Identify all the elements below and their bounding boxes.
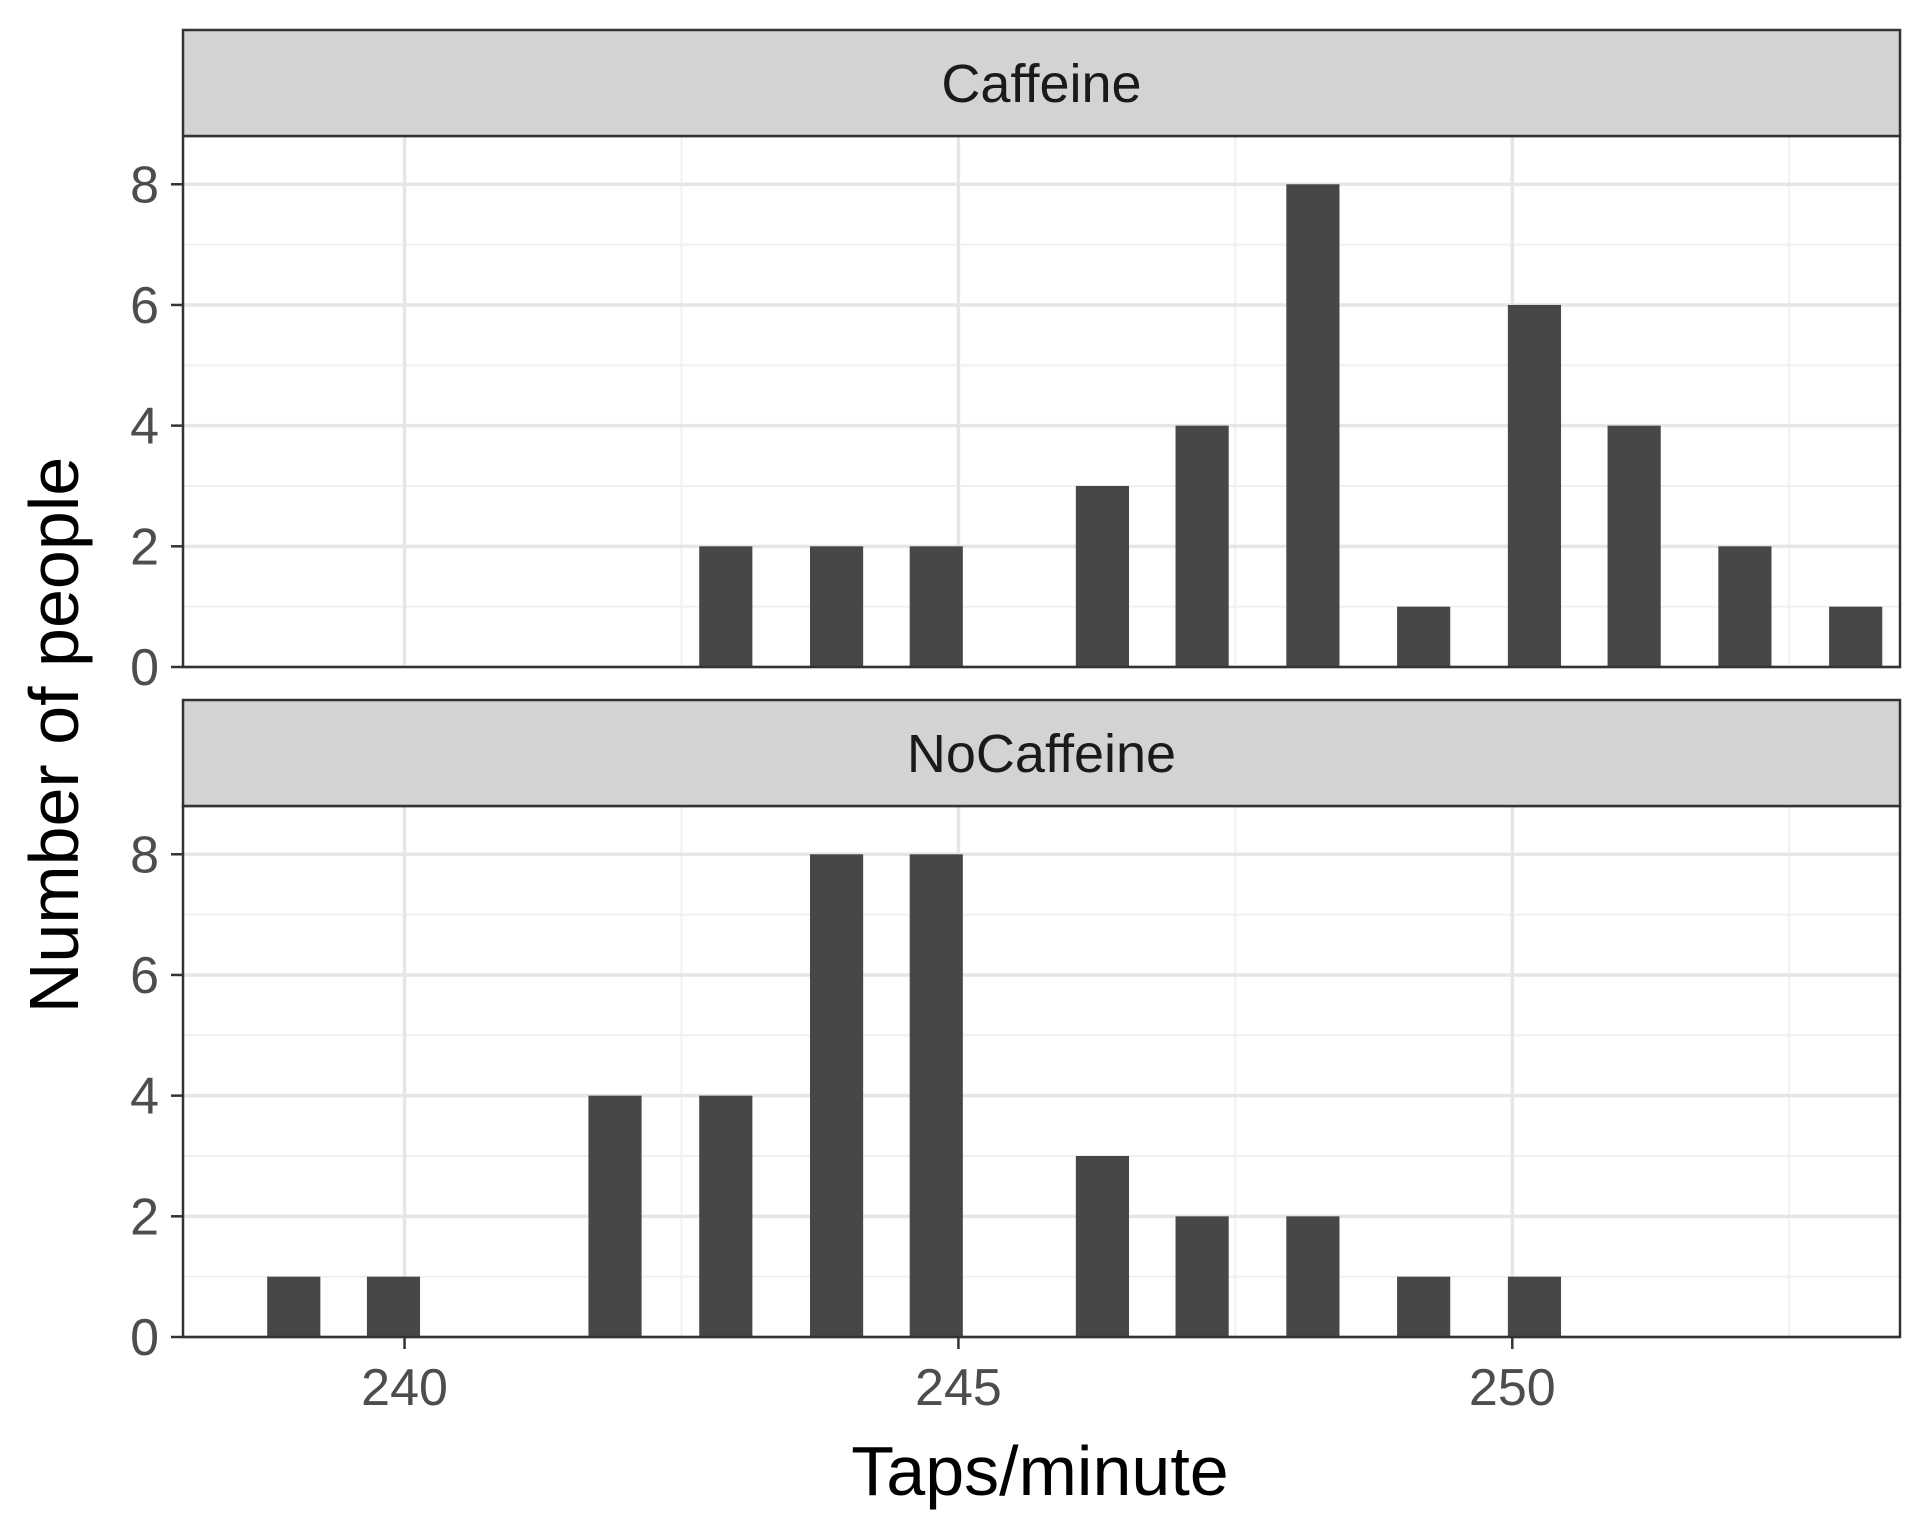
histogram-bar	[1397, 606, 1451, 667]
y-tick-label: 0	[130, 1309, 159, 1367]
facet-strip-label: NoCaffeine	[907, 724, 1176, 784]
facet-strip-label: Caffeine	[941, 54, 1141, 114]
y-tick-label: 6	[130, 947, 159, 1005]
histogram-bar	[909, 546, 963, 667]
histogram-bar	[809, 546, 864, 667]
x-axis: 240 245 250	[361, 1337, 1556, 1417]
histogram-bar	[1607, 425, 1661, 667]
facet-strip	[181, 28, 1902, 138]
y-axis-title: Number of people	[15, 457, 93, 1013]
facet-strip	[181, 698, 1902, 808]
y-tick-label: 8	[130, 826, 159, 884]
histogram-bar	[699, 1095, 753, 1337]
y-tick-label: 2	[130, 518, 159, 576]
y-tick-label: 8	[130, 156, 159, 214]
histogram-bar	[1507, 304, 1562, 667]
x-tick-label: 245	[915, 1359, 1002, 1417]
histogram-bar	[1075, 1155, 1130, 1337]
histogram-bar	[1507, 1276, 1562, 1337]
histogram-bar	[366, 1276, 421, 1337]
y-tick-label: 6	[130, 277, 159, 335]
y-tick-label: 4	[130, 1068, 159, 1126]
x-tick-label: 250	[1469, 1359, 1556, 1417]
histogram-bar	[1286, 1216, 1340, 1337]
histogram-bar	[909, 854, 963, 1337]
histogram-bar	[1397, 1276, 1451, 1337]
histogram-bar	[267, 1276, 321, 1337]
histogram-bar	[1175, 1216, 1229, 1337]
y-tick-label: 4	[130, 398, 159, 456]
x-tick-label: 240	[361, 1359, 448, 1417]
plot-background	[183, 806, 1900, 1337]
histogram-bar	[588, 1095, 642, 1337]
histogram-bar	[1829, 606, 1883, 667]
histogram-bar	[1718, 546, 1772, 667]
histogram-bar	[809, 854, 864, 1337]
facet-panels: Caffeine 0 2 4 6 8 NoCaffeine 0 2 4 6 8	[130, 28, 1902, 1367]
y-tick-label: 2	[130, 1188, 159, 1246]
x-axis-title: Taps/minute	[851, 1432, 1228, 1510]
histogram-bar	[699, 546, 753, 667]
histogram-bar	[1286, 184, 1340, 668]
histogram-bar	[1175, 425, 1229, 667]
facet-panel: Caffeine 0 2 4 6 8	[130, 28, 1902, 697]
y-tick-label: 0	[130, 639, 159, 697]
facet-panel: NoCaffeine 0 2 4 6 8	[130, 698, 1902, 1367]
histogram-bar	[1075, 485, 1130, 667]
